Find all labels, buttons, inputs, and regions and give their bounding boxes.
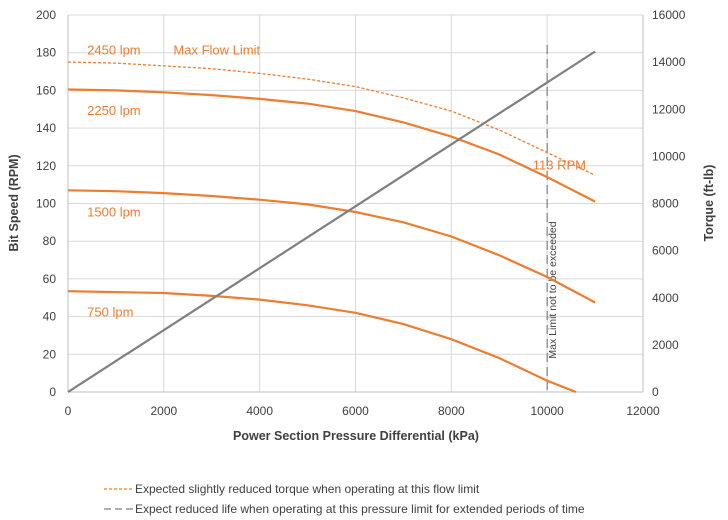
y-tick-label: 120 xyxy=(36,159,56,173)
series-annotations: 2450 lpm Max Flow Limit 2250 lpm 1500 lpm 75… xyxy=(87,43,586,320)
y2-tick-label: 6000 xyxy=(652,244,679,258)
x-tick-label: 12000 xyxy=(626,404,660,418)
x-tick-label: 6000 xyxy=(342,404,369,418)
y2-tick-label: 8000 xyxy=(652,197,679,211)
y2-axis-title: Torque (ft-lb) xyxy=(702,165,716,242)
legend-text-pressure-limit: Expect reduced life when operating at th… xyxy=(135,502,585,516)
max-limit-line: Max Limit not to be exceeded xyxy=(546,45,559,392)
y-tick-label: 40 xyxy=(43,310,57,324)
y-tick-label: 180 xyxy=(36,46,56,60)
y-tick-label: 200 xyxy=(36,8,56,22)
series-annotation: 113 RPM xyxy=(533,158,586,173)
y2-tick-label: 0 xyxy=(652,385,659,399)
y-tick-label: 80 xyxy=(43,234,57,248)
y-tick-label: 20 xyxy=(43,347,57,361)
series-lines xyxy=(67,50,596,394)
y-axis-title: Bit Speed (RPM) xyxy=(7,154,21,251)
x-tick-label: 2000 xyxy=(150,404,177,418)
series-line-torque xyxy=(67,50,596,393)
series-line-2450-lpm xyxy=(67,61,596,176)
series-annotation: 750 lpm xyxy=(87,305,133,320)
max-limit-label: Max Limit not to be exceeded xyxy=(547,221,559,358)
y2-tick-label: 16000 xyxy=(652,8,686,22)
x-tick-label: 8000 xyxy=(438,404,465,418)
legend: Expected slightly reduced torque when op… xyxy=(104,482,585,516)
y-axis-ticks: 0 20 40 60 80 100 120 140 160 180 200 xyxy=(36,8,56,399)
y2-tick-label: 2000 xyxy=(652,338,679,352)
x-axis-title: Power Section Pressure Differential (kPa… xyxy=(233,429,479,443)
series-line-750-lpm xyxy=(67,290,577,394)
x-tick-label: 0 xyxy=(65,404,72,418)
y2-tick-label: 12000 xyxy=(652,102,686,116)
axes xyxy=(67,15,644,393)
series-line-1500-lpm xyxy=(67,189,596,304)
y2-axis-ticks: 0 2000 4000 6000 8000 10000 12000 14000 16000 xyxy=(652,8,686,399)
x-axis-ticks: 0 2000 4000 6000 8000 10000 12000 xyxy=(65,404,660,418)
series-line-2250-lpm xyxy=(67,88,596,203)
y2-tick-label: 10000 xyxy=(652,149,686,163)
y2-tick-label: 14000 xyxy=(652,55,686,69)
y-tick-label: 60 xyxy=(43,272,57,286)
series-annotation: Max Flow Limit xyxy=(173,43,260,58)
y-tick-label: 160 xyxy=(36,83,56,97)
legend-text-flow-limit: Expected slightly reduced torque when op… xyxy=(135,482,480,496)
series-annotation: 2450 lpm xyxy=(87,43,140,58)
y-tick-label: 140 xyxy=(36,121,56,135)
x-tick-label: 4000 xyxy=(246,404,273,418)
series-annotation: 2250 lpm xyxy=(87,103,140,118)
series-annotation: 1500 lpm xyxy=(87,205,140,220)
y-tick-label: 100 xyxy=(36,197,56,211)
x-tick-label: 10000 xyxy=(530,404,564,418)
y-tick-label: 0 xyxy=(49,385,56,399)
y2-tick-label: 4000 xyxy=(652,291,679,305)
